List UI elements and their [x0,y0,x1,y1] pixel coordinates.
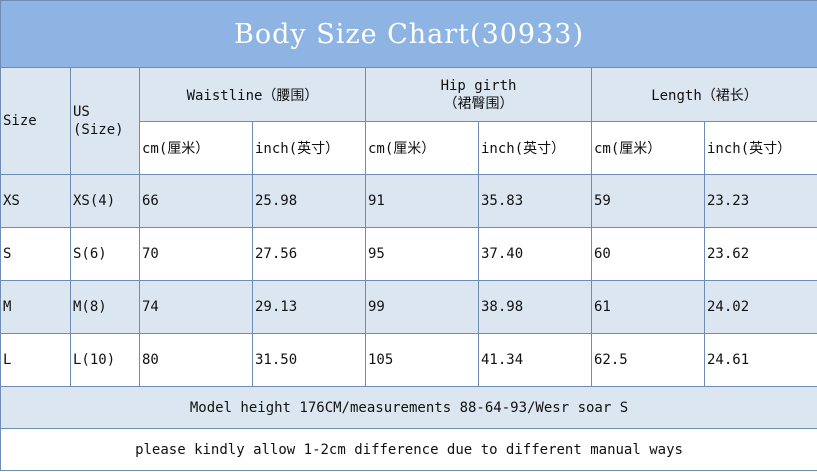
cell-len-in: 23.23 [704,174,817,228]
cell-hip-cm: 91 [365,174,479,228]
cell-len-cm: 60 [591,227,705,281]
cell-hip-in: 38.98 [478,280,592,334]
cell-us: XS(4) [70,174,140,228]
table-row: L L(10) 80 31.50 105 41.34 62.5 24.61 [0,333,817,387]
cell-len-in: 24.02 [704,280,817,334]
cell-waist-cm: 66 [139,174,253,228]
difference-note: please kindly allow 1-2cm difference due… [0,428,817,471]
model-note: Model height 176CM/measurements 88-64-93… [0,386,817,429]
cell-us: L(10) [70,333,140,387]
header-waistline: Waistline（腰围） [139,67,366,122]
cell-len-cm: 61 [591,280,705,334]
cell-us: S(6) [70,227,140,281]
cell-waist-in: 31.50 [252,333,366,387]
cell-us: M(8) [70,280,140,334]
header-length: Length（裙长） [591,67,817,122]
cell-size: L [0,333,71,387]
header-us-size: US (Size) [70,67,140,175]
cell-len-in: 24.61 [704,333,817,387]
cell-waist-cm: 74 [139,280,253,334]
cell-waist-in: 27.56 [252,227,366,281]
cell-waist-in: 25.98 [252,174,366,228]
cell-waist-cm: 80 [139,333,253,387]
header-size: Size [0,67,71,175]
cell-len-cm: 59 [591,174,705,228]
table-row: XS XS(4) 66 25.98 91 35.83 59 23.23 [0,174,817,228]
table-row: S S(6) 70 27.56 95 37.40 60 23.62 [0,227,817,281]
header-length-inch: inch(英寸） [704,121,817,175]
cell-len-cm: 62.5 [591,333,705,387]
header-waist-cm: cm(厘米） [139,121,253,175]
cell-waist-in: 29.13 [252,280,366,334]
cell-size: XS [0,174,71,228]
cell-hip-cm: 99 [365,280,479,334]
header-length-cm: cm(厘米） [591,121,705,175]
cell-hip-in: 35.83 [478,174,592,228]
header-hip-girth: Hip girth （裙臀围） [365,67,592,122]
cell-hip-in: 41.34 [478,333,592,387]
cell-len-in: 23.62 [704,227,817,281]
header-waist-inch: inch(英寸） [252,121,366,175]
cell-hip-cm: 105 [365,333,479,387]
cell-hip-in: 37.40 [478,227,592,281]
header-hip-cm: cm(厘米） [365,121,479,175]
cell-waist-cm: 70 [139,227,253,281]
chart-title: Body Size Chart(30933) [0,0,817,68]
table-row: M M(8) 74 29.13 99 38.98 61 24.02 [0,280,817,334]
cell-hip-cm: 95 [365,227,479,281]
cell-size: S [0,227,71,281]
cell-size: M [0,280,71,334]
header-hip-inch: inch(英寸） [478,121,592,175]
